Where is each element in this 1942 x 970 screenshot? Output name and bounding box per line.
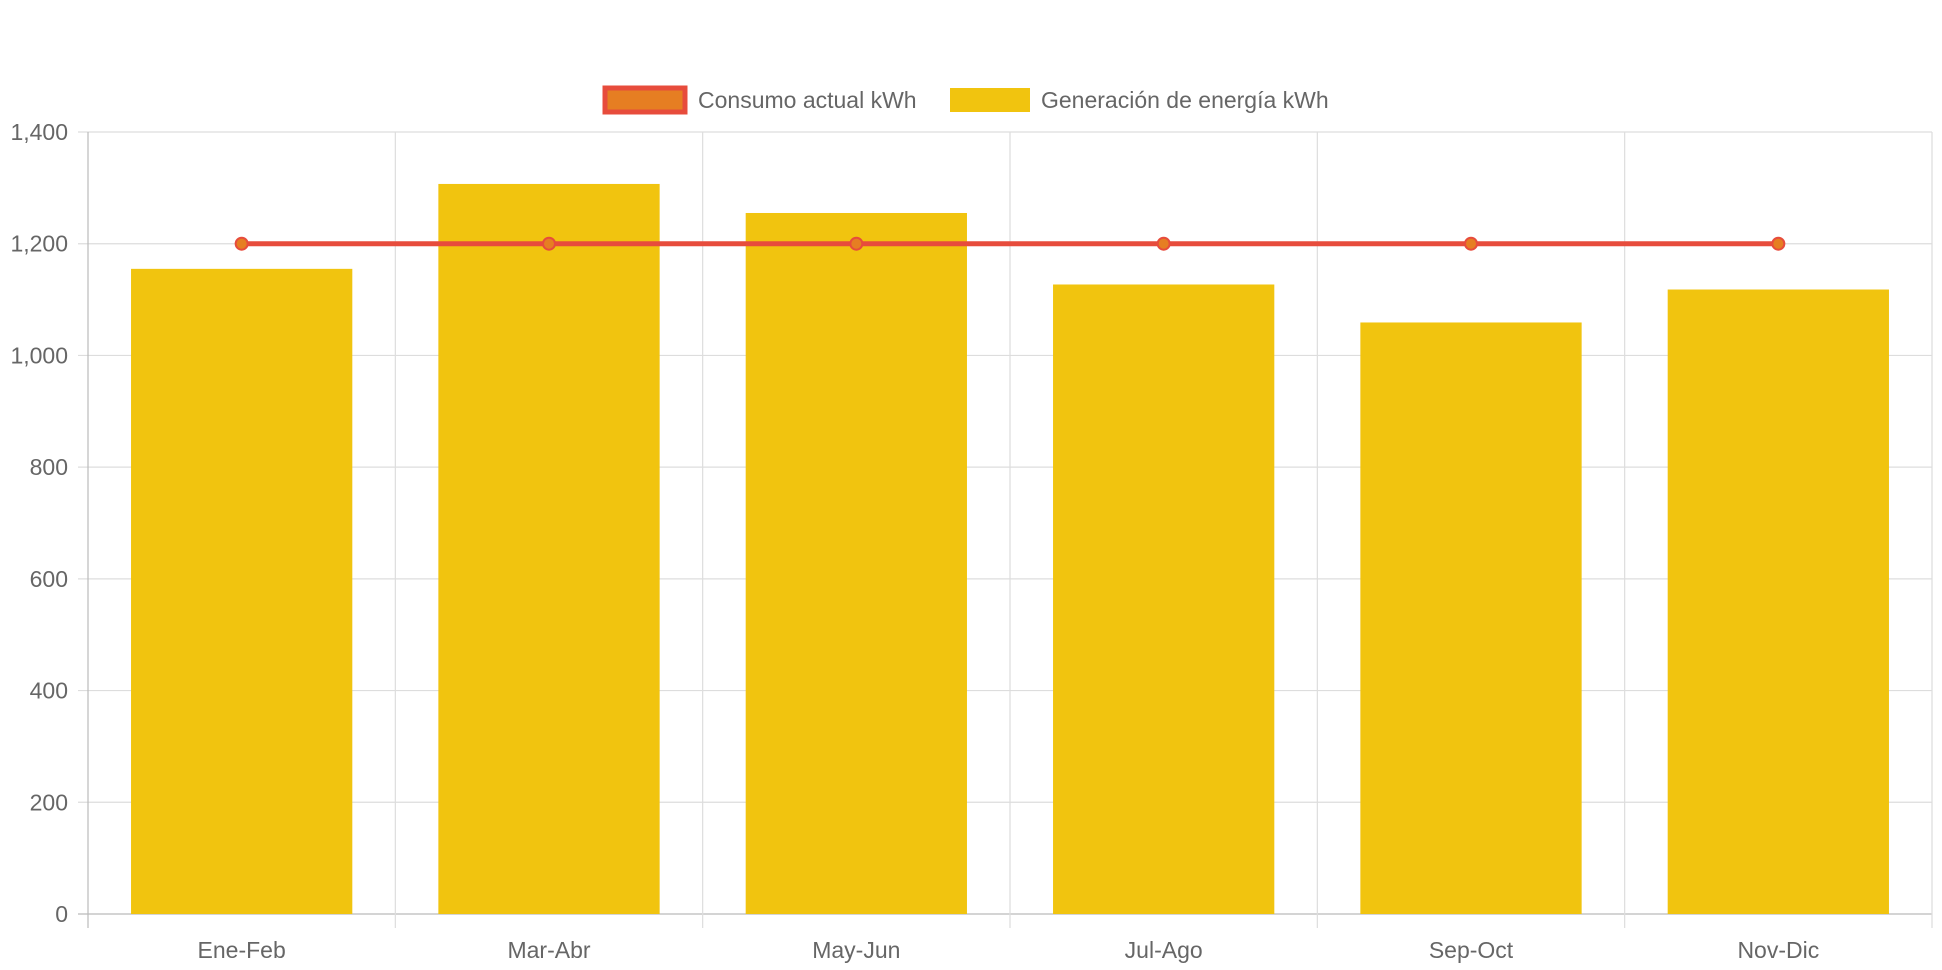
axes: 0 200 400 600 800 1,000 1,200 1,400 Ene-Feb Mar-A… — [10, 119, 1819, 963]
y-tick-label: 800 — [30, 454, 68, 480]
y-tick-label: 0 — [55, 901, 68, 927]
bar-jul-ago[interactable] — [1053, 284, 1275, 914]
legend-swatch-consumo — [602, 85, 688, 115]
x-tick-label: Mar-Abr — [507, 937, 590, 963]
x-tick-label: Jul-Ago — [1125, 937, 1203, 963]
point-consumo-ene-feb[interactable] — [234, 236, 249, 251]
y-tick-label: 200 — [30, 789, 68, 815]
bar-sep-oct[interactable] — [1360, 322, 1582, 914]
point-consumo-mar-abr[interactable] — [542, 236, 556, 251]
grid — [78, 131, 1933, 928]
y-tick-label: 600 — [30, 566, 68, 592]
point-consumo-may-jun[interactable] — [849, 236, 864, 251]
bar-mar-abr[interactable] — [438, 183, 660, 914]
bar-may-jun[interactable] — [745, 212, 967, 914]
y-tick-label: 1,400 — [10, 119, 68, 145]
point-consumo-sep-oct[interactable] — [1464, 236, 1478, 251]
x-tick-label: Sep-Oct — [1429, 937, 1514, 963]
x-tick-label: May-Jun — [812, 937, 900, 963]
x-tick-label: Nov-Dic — [1737, 937, 1819, 963]
y-tick-label: 400 — [30, 678, 68, 704]
y-tick-label: 1,200 — [10, 231, 68, 257]
point-consumo-nov-dic[interactable] — [1771, 236, 1786, 251]
x-tick-label: Ene-Feb — [198, 937, 286, 963]
legend-item-consumo[interactable]: Consumo actual kWh — [602, 85, 917, 115]
legend: Consumo actual kWh Generación de energía… — [602, 85, 1329, 115]
legend-item-generacion[interactable]: Generación de energía kWh — [950, 87, 1329, 113]
legend-label-generacion: Generación de energía kWh — [1041, 87, 1329, 113]
legend-swatch-generacion — [950, 88, 1030, 112]
bar-ene-feb[interactable] — [131, 268, 353, 915]
line-series — [234, 236, 1786, 251]
bar-nov-dic[interactable] — [1667, 289, 1889, 914]
point-consumo-jul-ago[interactable] — [1156, 236, 1171, 251]
legend-label-consumo: Consumo actual kWh — [698, 87, 917, 113]
y-tick-label: 1,000 — [10, 342, 68, 368]
bars — [131, 183, 1889, 915]
